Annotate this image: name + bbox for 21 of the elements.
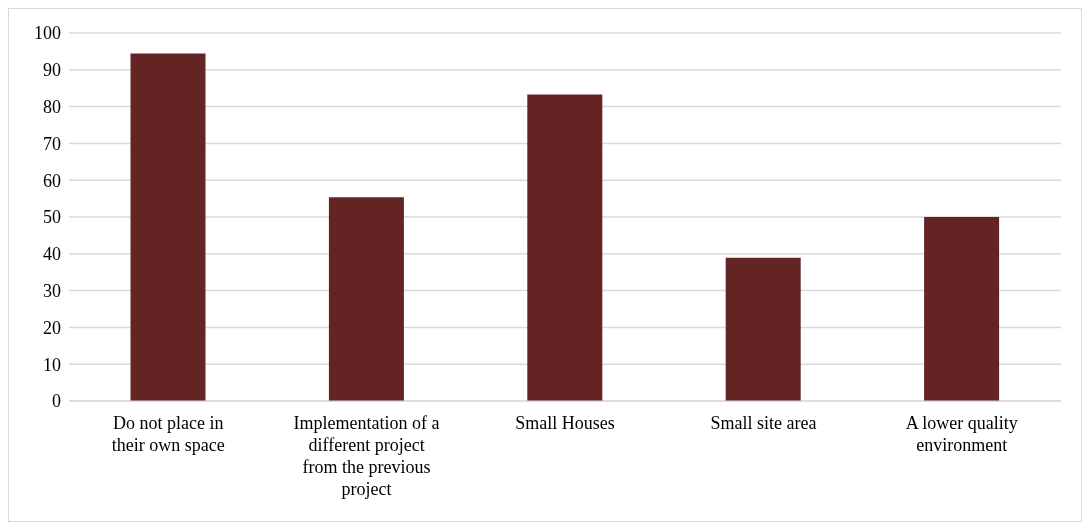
y-tick-label: 30	[43, 280, 61, 301]
y-tick-label: 40	[43, 244, 61, 265]
x-tick-label: Small site area	[710, 413, 817, 433]
x-tick-label: A lower quality environment	[905, 413, 1018, 455]
x-tick-label: Implementation of a different project from the previous project	[293, 413, 440, 499]
x-tick-label: Small Houses	[515, 413, 615, 433]
y-tick-label: 70	[43, 133, 61, 154]
x-tick-label: Do not place in their own space	[111, 413, 225, 455]
bar	[328, 197, 404, 401]
y-tick-label: 50	[43, 207, 61, 228]
bar	[725, 257, 801, 401]
y-tick-label: 80	[43, 96, 61, 117]
y-tick-label: 10	[43, 354, 61, 375]
bar	[924, 217, 1000, 401]
y-tick-label: 60	[43, 170, 61, 191]
bar	[527, 94, 603, 401]
y-tick-label: 0	[52, 391, 61, 412]
y-tick-label: 100	[34, 23, 61, 44]
y-tick-label: 90	[43, 60, 61, 81]
y-tick-label: 20	[43, 317, 61, 338]
bar	[130, 53, 206, 401]
